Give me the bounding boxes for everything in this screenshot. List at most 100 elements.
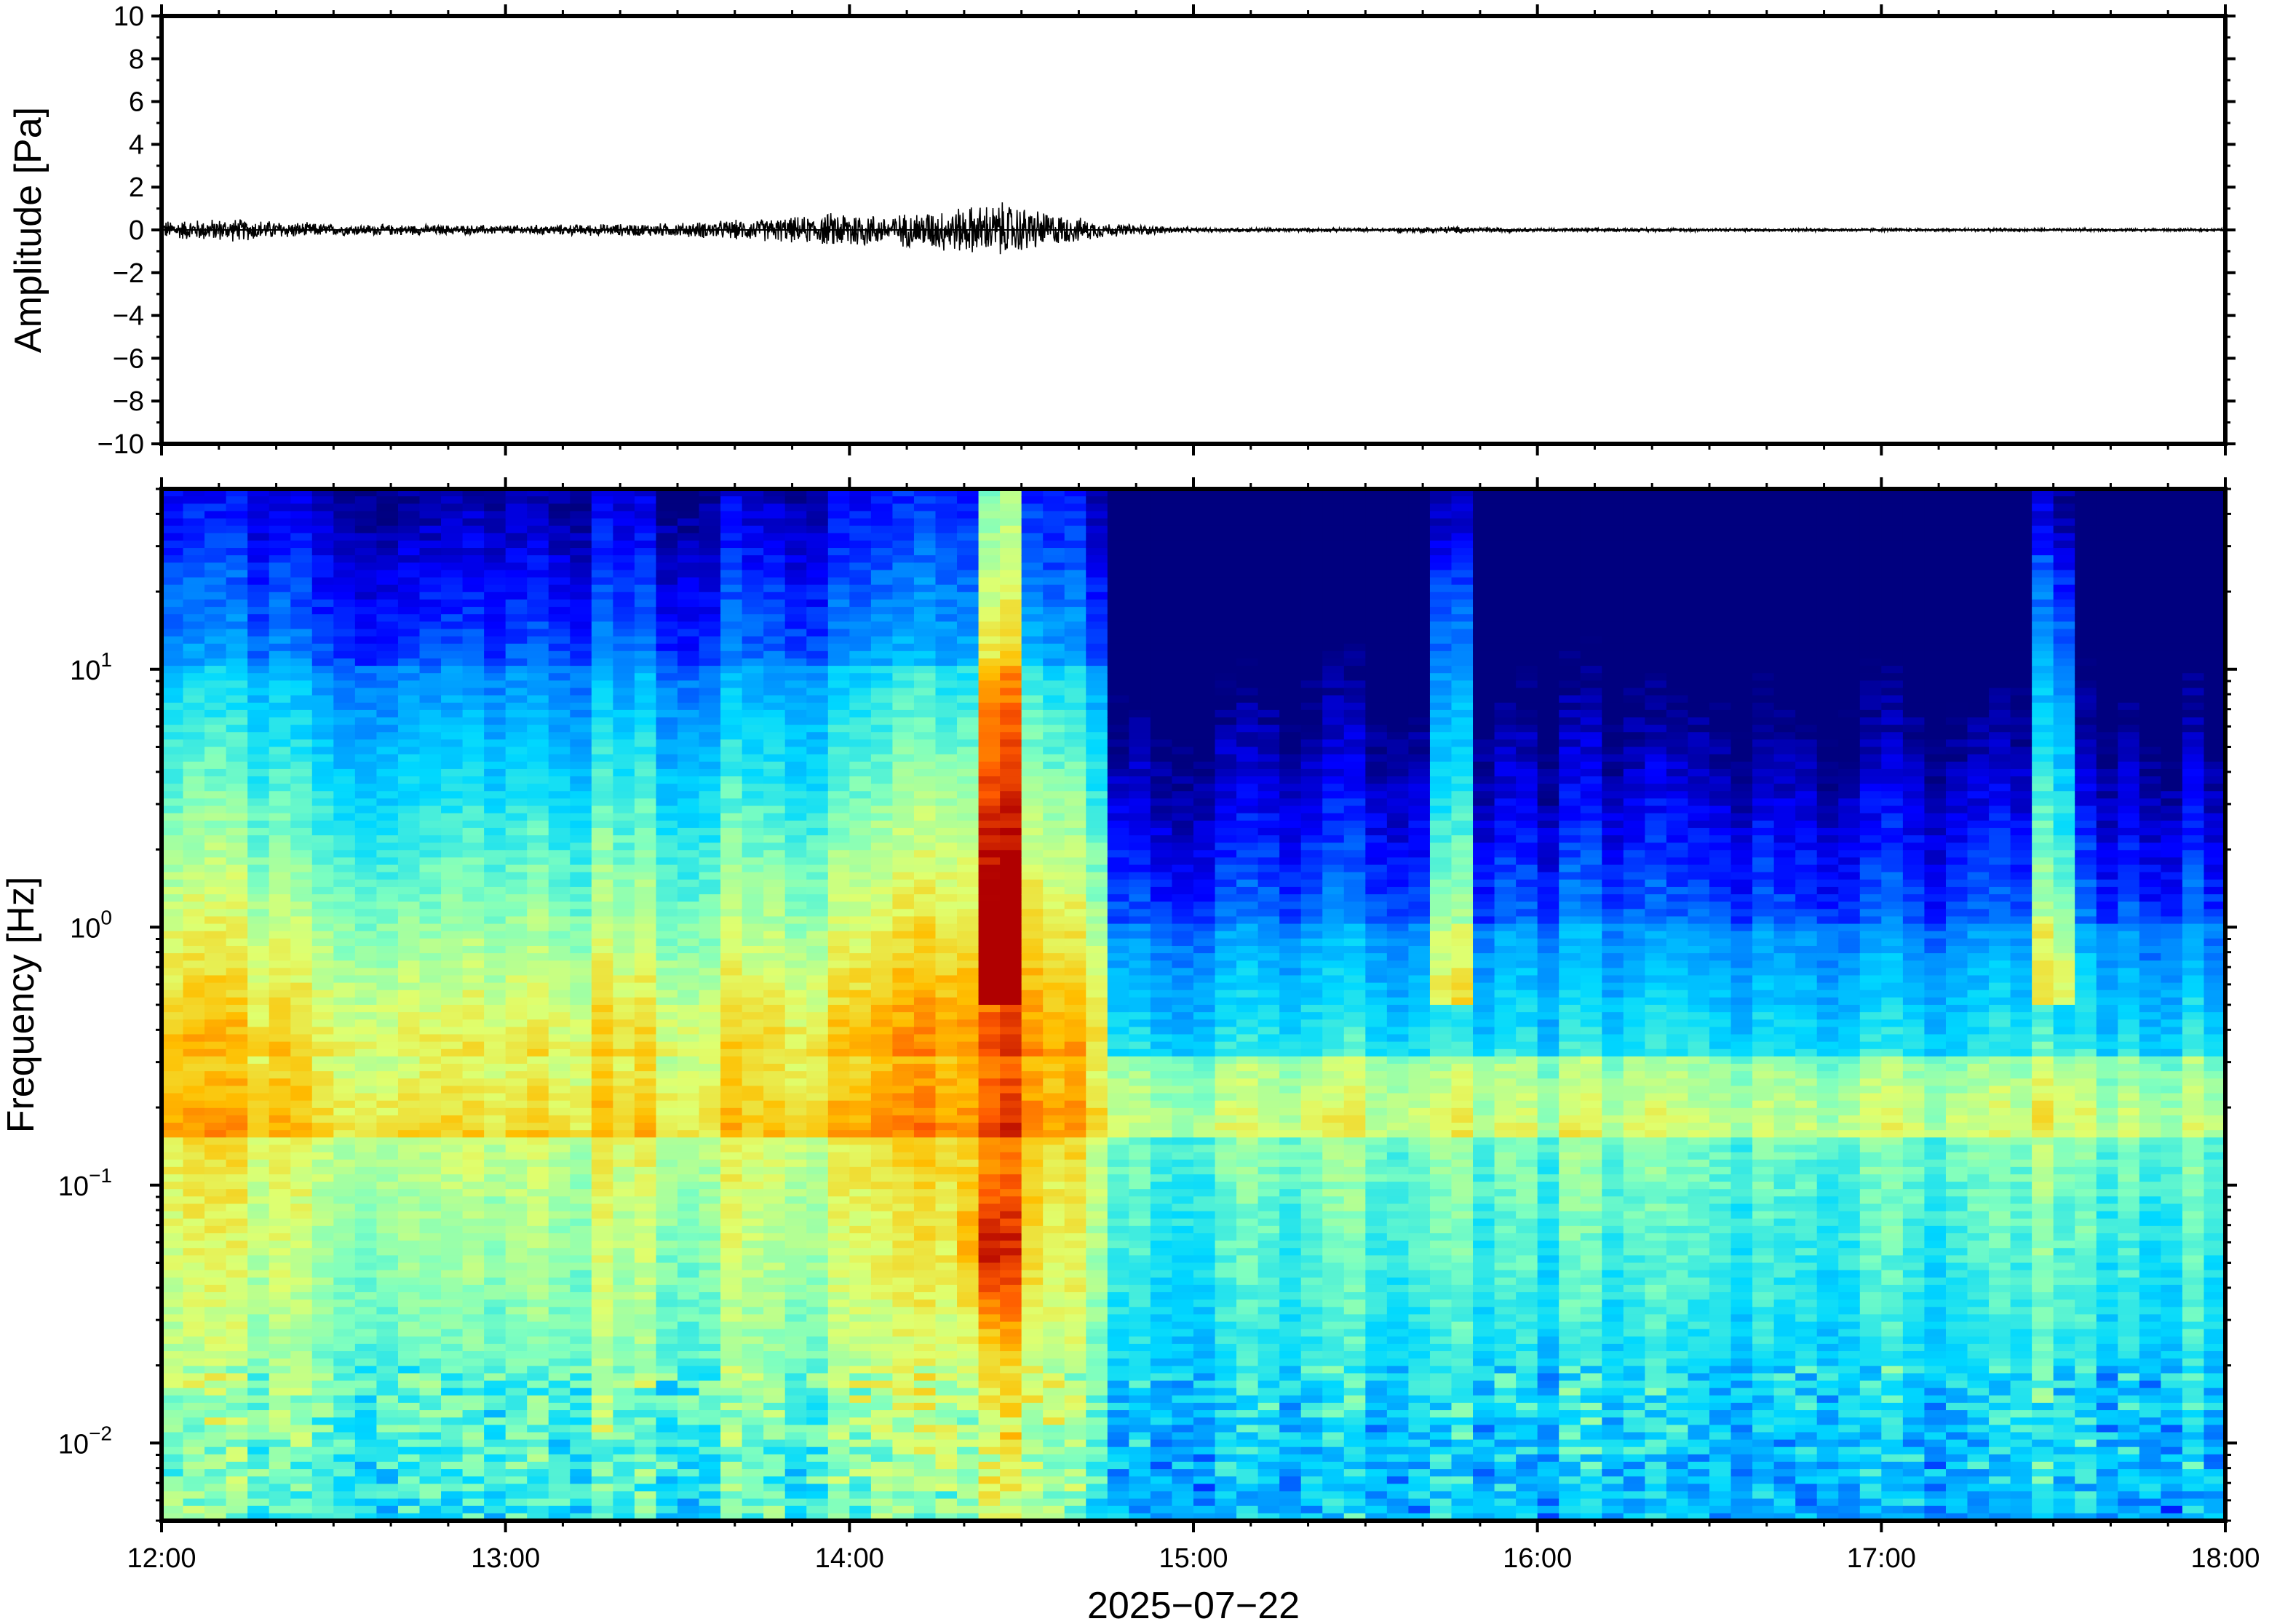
spectrogram-cell [397,1498,421,1507]
spectrogram-cell [333,857,356,866]
spectrogram-cell [311,1469,334,1477]
spectrogram-cell [333,776,356,784]
spectrogram-cell [548,1358,571,1366]
spectrogram-cell [527,725,549,733]
spectrogram-cell [806,1351,829,1359]
spectrogram-cell [634,650,657,659]
spectrogram-cell [548,673,571,681]
spectrogram-cell [656,562,678,571]
spectrogram-cell [247,525,270,534]
spectrogram-cell [484,835,506,843]
spectrogram-cell [677,1255,700,1264]
spectrogram-cell [441,879,464,888]
spectrogram-cell [484,1041,506,1050]
spectrogram-cell [570,798,592,807]
spectrogram-cell [505,791,528,799]
waveform-y-tick-label: −2 [113,258,144,289]
spectrogram-cell [720,813,743,821]
spectrogram-cell [892,754,915,763]
spectrogram-cell [247,997,270,1006]
spectrogram-cell [806,784,829,792]
spectrogram-cell [613,1174,635,1182]
spectrogram-cell [333,666,356,674]
spectrogram-cell [548,1388,571,1396]
spectrogram-cell [441,850,464,859]
spectrogram-cells [162,489,2225,1521]
spectrogram-cell [742,695,764,704]
spectrogram-cell [333,1351,356,1359]
spectrogram-cell [699,872,721,880]
spectrogram-cell [849,533,872,541]
spectrogram-cell [376,953,399,961]
spectrogram-cell [570,916,592,925]
spectrogram-cell [784,1505,807,1514]
spectrogram-cell [183,1299,205,1307]
spectrogram-cell [290,1189,313,1197]
spectrogram-cell [849,1225,872,1234]
spectrogram-cell [527,1027,549,1035]
spectrogram-cell [162,975,184,984]
spectrogram-cell [505,1491,528,1500]
spectrogram-cell [806,1343,829,1352]
spectrogram-cell [656,1233,678,1241]
spectrogram-cell [162,496,184,504]
spectrogram-cell [763,680,786,689]
spectrogram-cell [677,901,700,909]
spectrogram-cell [827,835,850,843]
spectrogram-cell [591,702,613,711]
spectrogram-cell [677,798,700,807]
spectrogram-cell [311,503,334,512]
spectrogram-cell [183,636,205,645]
spectrogram-cell [742,1233,764,1241]
spectrogram-cell [183,1484,205,1492]
spectrogram-cell [806,1027,829,1035]
spectrogram-cell [570,1137,592,1146]
spectrogram-cell [376,1417,399,1425]
spectrogram-cell [505,1366,528,1374]
spectrogram-cell [613,916,635,925]
spectrogram-cell [290,1152,313,1161]
spectrogram-cell [634,1093,657,1102]
spectrogram-cell [634,592,657,600]
spectrogram-cell [634,990,657,998]
spectrogram-cell [613,1107,635,1116]
spectrogram-cell [462,1166,485,1175]
spectrogram-cell [634,1417,657,1425]
spectrogram-cell [290,1233,313,1241]
spectrogram-cell [720,798,743,807]
spectrogram-cell [162,570,184,578]
spectrogram-cell [806,739,829,748]
spectrogram-cell [849,548,872,556]
spectrogram-cell [742,776,764,784]
spectrogram-cell [763,938,786,947]
spectrogram-cell [441,1233,464,1241]
spectrogram-cell [656,857,678,866]
spectrogram-cell [870,607,894,615]
spectrogram-cell [870,1388,894,1396]
spectrogram-cell [397,1351,421,1359]
spectrogram-cell [634,1343,657,1352]
spectrogram-cell [311,1439,334,1448]
spectrogram-cell [570,599,592,608]
spectrogram-cell [419,739,442,748]
spectrogram-cell [376,533,399,541]
spectrogram-cell [827,1417,850,1425]
spectrogram-cell [720,709,743,718]
spectrogram-cell [784,1064,807,1072]
spectrogram-cell [827,1432,850,1441]
spectrogram-cell [677,1491,700,1500]
spectrogram-cell [591,791,613,799]
spectrogram-cell [376,1469,399,1477]
spectrogram-cell [720,1196,743,1205]
spectrogram-cell [204,1491,227,1500]
spectrogram-cell [849,1446,872,1455]
spectrogram-cell [591,916,613,925]
spectrogram-cell [806,1211,829,1219]
spectrogram-cell [827,1351,850,1359]
spectrogram-cell [870,1373,894,1382]
spectrogram-cell [548,931,571,939]
spectrogram-cell [226,1203,248,1212]
spectrogram-cell [290,695,313,704]
spectrogram-cell [441,621,464,630]
spectrogram-cell [892,791,915,799]
